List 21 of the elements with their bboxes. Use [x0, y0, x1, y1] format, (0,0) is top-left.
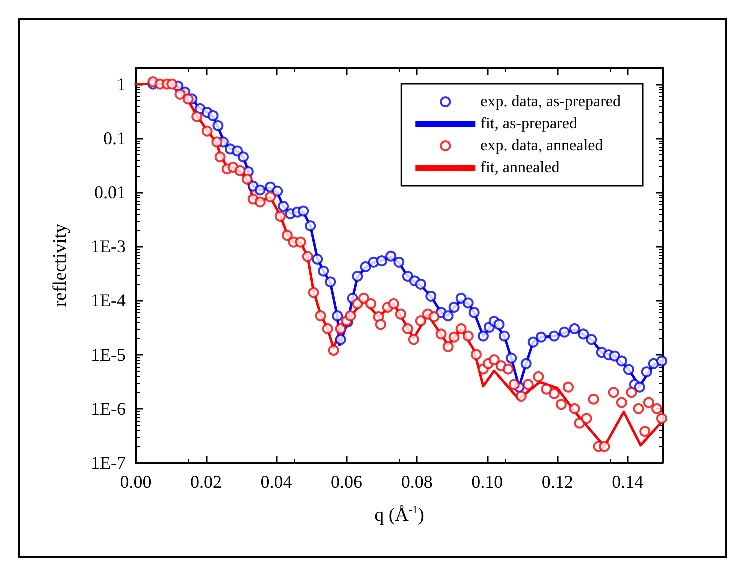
- x-tick-label: 0.12: [542, 472, 574, 492]
- y-tick-label: 1E-4: [91, 290, 126, 311]
- x-tick-label: 0.08: [401, 472, 433, 492]
- legend-label: fit, as-prepared: [480, 116, 578, 132]
- y-tick-label: 1E-7: [91, 453, 126, 473]
- legend-label: fit, annealed: [480, 160, 560, 176]
- y-axis-title: reflectivity: [50, 223, 71, 308]
- y-tick-label: 1E-6: [91, 398, 126, 419]
- x-tick-label: 0.00: [120, 472, 152, 492]
- legend-label: exp. data, as-prepared: [480, 94, 622, 110]
- x-tick-label: 0.14: [612, 472, 644, 492]
- y-tick-label: 0.1: [104, 128, 126, 148]
- y-tick-label: 1: [117, 74, 126, 94]
- legend-label: exp. data, annealed: [480, 138, 604, 154]
- y-tick-label: 1E-5: [91, 344, 126, 365]
- y-tick-label: 0.01: [94, 182, 126, 202]
- y-tick-label: 1E-3: [91, 236, 126, 257]
- x-tick-label: 0.02: [190, 472, 222, 492]
- x-tick-label: 0.10: [472, 472, 504, 492]
- x-tick-label: 0.06: [331, 472, 363, 492]
- x-tick-label: 0.04: [260, 472, 292, 492]
